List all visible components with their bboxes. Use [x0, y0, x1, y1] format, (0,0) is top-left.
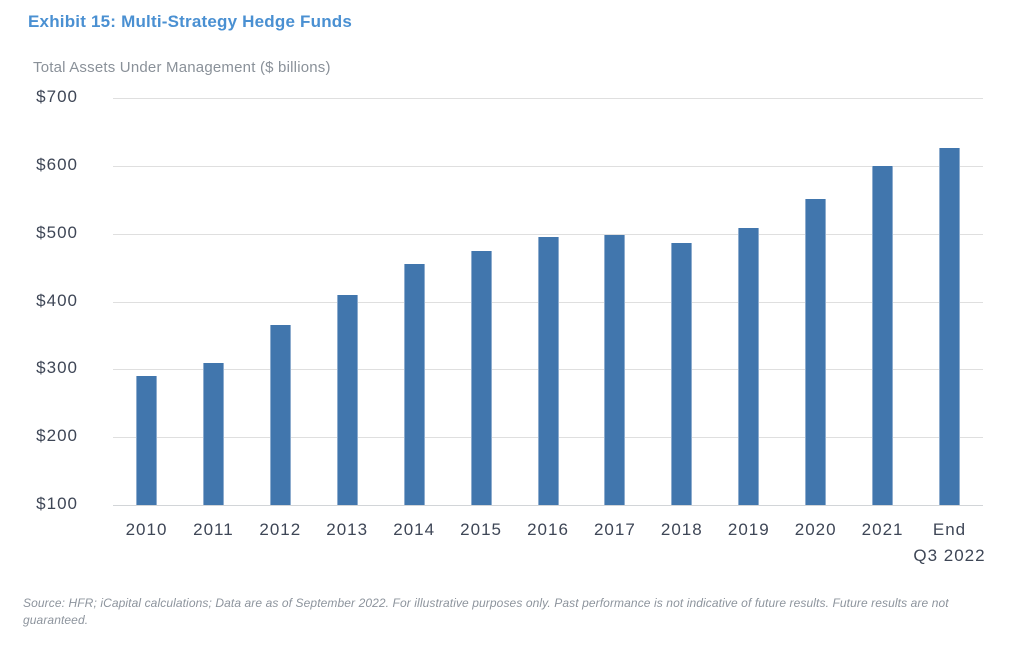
bar — [738, 228, 760, 505]
bar — [537, 237, 559, 505]
x-tick-label: 2020 — [768, 517, 864, 543]
y-axis-labels: $700 $600 $500 $400 $300 $200 $100 — [18, 87, 78, 513]
x-tick-label: End Q3 2022 — [902, 517, 998, 569]
bar — [202, 362, 224, 505]
y-tick-label: $600 — [36, 154, 78, 174]
gridline — [113, 165, 983, 167]
x-tick-label: 2021 — [835, 517, 931, 543]
x-tick-line: 2020 — [794, 520, 837, 539]
x-tick-line: 2017 — [593, 520, 636, 539]
x-tick-label: 2015 — [433, 517, 529, 543]
bar — [604, 235, 626, 505]
x-tick-line: 2016 — [527, 520, 569, 539]
x-tick-line: 2010 — [125, 520, 168, 539]
bar — [805, 199, 827, 505]
bar — [671, 242, 693, 505]
bar — [939, 147, 960, 505]
x-tick-line: 2018 — [660, 520, 703, 539]
x-tick-label: 2011 — [165, 517, 261, 543]
y-tick-label: $500 — [36, 222, 78, 242]
x-tick-label: 2012 — [232, 517, 328, 543]
x-tick-line: Q3 2022 — [913, 546, 986, 565]
bar — [336, 294, 358, 505]
x-axis-labels: 2010 2011 2012 2013 2014 2015 2016 2017 2018 2019… — [113, 517, 985, 577]
x-tick-line: 2021 — [861, 520, 904, 539]
x-tick-label: 2010 — [99, 517, 195, 543]
x-tick-label: 2019 — [701, 517, 797, 543]
y-tick-label: $300 — [36, 358, 78, 378]
x-tick-line: 2015 — [460, 520, 502, 539]
x-axis-line — [113, 505, 983, 506]
x-tick-label: 2014 — [366, 517, 462, 543]
y-tick-label: $400 — [36, 290, 78, 310]
x-tick-label: 2017 — [567, 517, 663, 543]
x-tick-line: 2013 — [326, 520, 369, 539]
x-tick-line: 2014 — [393, 520, 436, 539]
x-tick-label: 2013 — [299, 517, 395, 543]
plot-area — [113, 98, 983, 506]
y-tick-label: $700 — [36, 87, 78, 106]
x-tick-label: 2016 — [500, 517, 596, 543]
bar — [269, 325, 291, 505]
chart-subtitle: Total Assets Under Management ($ billion… — [33, 59, 331, 76]
y-tick-label: $100 — [36, 494, 78, 513]
bar — [136, 376, 157, 505]
exhibit-title: Exhibit 15: Multi-Strategy Hedge Funds — [28, 12, 353, 31]
gridline — [113, 233, 983, 235]
source-footnote: Source: HFR; iCapital calculations; Data… — [23, 596, 949, 628]
x-tick-line: 2012 — [259, 520, 302, 539]
x-tick-line: 2011 — [193, 520, 234, 539]
bar — [403, 263, 425, 505]
x-tick-line: End — [932, 520, 967, 539]
y-tick-label: $200 — [36, 426, 78, 446]
x-tick-line: 2019 — [727, 520, 770, 539]
x-tick-label: 2018 — [634, 517, 730, 543]
bar — [470, 251, 492, 505]
gridline — [113, 98, 983, 99]
bar — [872, 165, 894, 505]
